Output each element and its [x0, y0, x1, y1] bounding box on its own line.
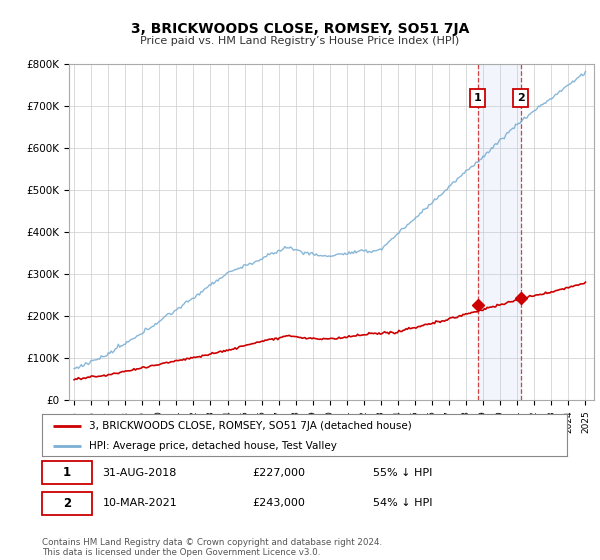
FancyBboxPatch shape [42, 492, 92, 515]
Text: 54% ↓ HPI: 54% ↓ HPI [373, 498, 432, 508]
Text: 55% ↓ HPI: 55% ↓ HPI [373, 468, 432, 478]
Text: 1: 1 [474, 93, 481, 103]
Text: 3, BRICKWOODS CLOSE, ROMSEY, SO51 7JA (detached house): 3, BRICKWOODS CLOSE, ROMSEY, SO51 7JA (d… [89, 421, 412, 431]
Text: HPI: Average price, detached house, Test Valley: HPI: Average price, detached house, Test… [89, 441, 337, 451]
Text: 2: 2 [63, 497, 71, 510]
Text: Contains HM Land Registry data © Crown copyright and database right 2024.
This d: Contains HM Land Registry data © Crown c… [42, 538, 382, 557]
Text: 1: 1 [63, 466, 71, 479]
Text: Price paid vs. HM Land Registry’s House Price Index (HPI): Price paid vs. HM Land Registry’s House … [140, 36, 460, 46]
Text: £243,000: £243,000 [252, 498, 305, 508]
Text: 3, BRICKWOODS CLOSE, ROMSEY, SO51 7JA: 3, BRICKWOODS CLOSE, ROMSEY, SO51 7JA [131, 22, 469, 36]
Text: 2: 2 [517, 93, 524, 103]
Bar [478, 64, 521, 400]
Text: 10-MAR-2021: 10-MAR-2021 [103, 498, 177, 508]
Text: £227,000: £227,000 [252, 468, 305, 478]
FancyBboxPatch shape [42, 461, 92, 484]
Text: 31-AUG-2018: 31-AUG-2018 [103, 468, 177, 478]
